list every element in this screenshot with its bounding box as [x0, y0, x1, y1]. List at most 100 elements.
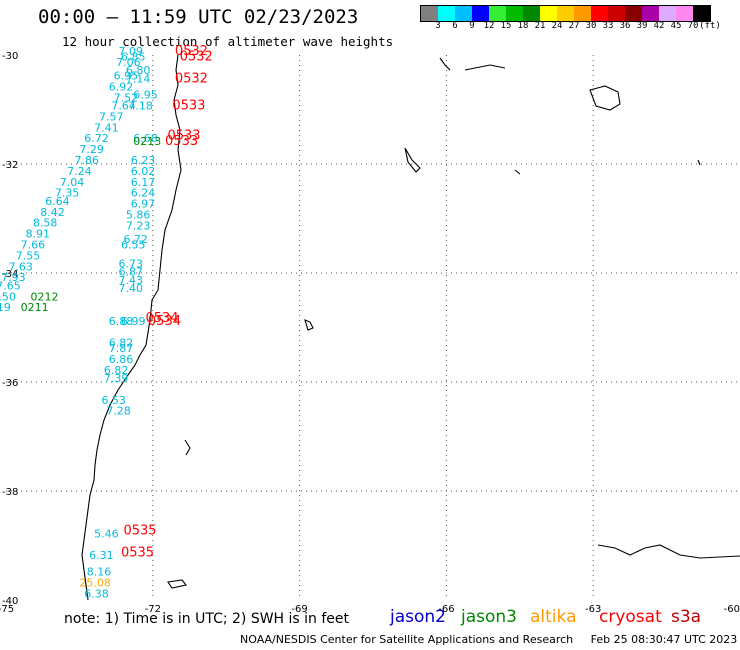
- wave-height-label: 0213: [133, 135, 161, 148]
- color-scale-label: 12: [483, 21, 495, 31]
- color-scale-label: 24: [551, 21, 563, 31]
- wave-height-label: 7.09: [119, 45, 143, 58]
- wave-height-label: 6.55: [121, 238, 146, 251]
- wave-height-label: 7.14: [126, 72, 150, 85]
- wave-height-label: 6.17: [131, 176, 156, 189]
- pass-time-label: 0535: [123, 524, 156, 539]
- color-scale-swatch: [608, 6, 625, 21]
- wave-height-label: 6.72: [84, 132, 109, 145]
- wave-height-label: 6.31: [89, 549, 114, 562]
- wave-height-label: 7.65: [0, 279, 21, 292]
- page-title: 00:00 — 11:59 UTC 02/23/2023: [38, 6, 359, 28]
- wave-height-label: 7.40: [119, 282, 143, 295]
- wave-height-label: 7.87: [109, 342, 134, 355]
- lagoon-outline: [589, 85, 621, 111]
- wave-height-label: 7.52: [114, 91, 139, 104]
- wave-height-label: 6.87: [119, 266, 143, 279]
- wave-height-label: 6.73: [119, 258, 143, 271]
- color-scale-swatch: [642, 6, 659, 21]
- color-scale-swatch: [523, 6, 540, 21]
- color-scale-swatch: [676, 6, 693, 21]
- wave-height-label: 8.91: [26, 228, 51, 241]
- legend-item-cryosat: cryosat: [599, 607, 662, 627]
- color-scale-label: 39: [636, 21, 648, 31]
- legend-item-s3a: s3a: [671, 607, 702, 627]
- color-scale-label: 15: [500, 21, 512, 31]
- wave-height-label: 25.08: [79, 576, 111, 589]
- wave-height-label: 6.80: [126, 64, 150, 77]
- footer: NOAA/NESDIS Center for Satellite Applica…: [240, 633, 737, 646]
- coastline: [81, 54, 740, 601]
- footer-credit: NOAA/NESDIS Center for Satellite Applica…: [240, 633, 574, 646]
- color-scale-swatch: [455, 6, 472, 21]
- pass-time-label: 0534: [148, 314, 181, 329]
- color-scale-label: 21: [534, 21, 546, 31]
- color-scale-swatch: [625, 6, 642, 21]
- pass-time-label: 0532: [180, 49, 213, 64]
- longitude-label: -75: [0, 604, 14, 615]
- wave-height-label: 5.86: [126, 209, 150, 222]
- wave-height-label: 6.97: [131, 198, 156, 211]
- color-scale-swatch: [591, 6, 608, 21]
- longitude-label: -66: [438, 604, 454, 615]
- pass-time-label: 0533: [165, 134, 198, 149]
- longitude-label: -60: [724, 604, 740, 615]
- argentina-coast-north: [439, 57, 506, 71]
- color-scale-swatch: [659, 6, 676, 21]
- wave-height-label: 8.16: [87, 565, 112, 578]
- pass-time-label: 0532: [175, 71, 208, 86]
- wave-height-label: 7.63: [8, 260, 33, 273]
- wave-height-label: 6.86: [109, 353, 134, 366]
- latitude-label: -34: [2, 269, 18, 280]
- latitude-label: -40: [2, 596, 18, 607]
- color-scale-label: 27: [568, 21, 580, 31]
- wave-height-label: 7.24: [67, 165, 92, 178]
- pass-time-label: 0532: [175, 44, 208, 59]
- wave-height-label: 7.04: [60, 176, 85, 189]
- bay-coast-south: [597, 544, 740, 559]
- wave-height-label: 7.55: [16, 249, 41, 262]
- latitude-label: -30: [2, 51, 18, 62]
- wave-height-label: 6.02: [131, 165, 156, 178]
- wave-height-label: 7.93: [1, 271, 26, 284]
- page-subtitle: 12 hour collection of altimeter wave hei…: [62, 34, 394, 49]
- chile-coastline: [81, 54, 182, 601]
- wave-height-label: 6.95: [114, 70, 139, 83]
- longitude-label: -63: [585, 604, 601, 615]
- legend-item-altika: altika: [530, 607, 577, 627]
- pass-time-label: 0533: [167, 128, 200, 143]
- map-note: note: 1) Time is in UTC; 2) SWH is in fe…: [64, 611, 350, 627]
- color-scale-swatch: [438, 6, 455, 21]
- color-scale-label: 45: [670, 21, 682, 31]
- island-south: [167, 579, 187, 589]
- longitude-label: -72: [145, 604, 161, 615]
- wave-height-label: 6.82: [104, 364, 129, 377]
- wave-height-label: 6.24: [131, 187, 156, 200]
- wave-height-label: 6.23: [131, 154, 156, 167]
- color-scale-label: 9: [469, 21, 475, 31]
- longitude-label: -69: [291, 604, 307, 615]
- wave-height-label: 6.53: [101, 394, 126, 407]
- wave-height-label: 6.88: [109, 315, 134, 328]
- latitude-label: -32: [2, 160, 18, 171]
- color-scale-swatch: [489, 6, 506, 21]
- wave-height-label: 6.92: [109, 80, 134, 93]
- wave-height-label: 7.64: [111, 100, 136, 113]
- wave-height-label: 7.35: [55, 187, 80, 200]
- wave-height-label: 6.38: [84, 587, 109, 600]
- color-scale-swatch: [540, 6, 557, 21]
- wave-height-label: 6.95: [133, 89, 158, 102]
- color-scale-label: 36: [619, 21, 631, 31]
- wave-height-label: 6.64: [45, 195, 70, 208]
- wave-height-label: 8.42: [40, 206, 65, 219]
- wave-height-label: 7.28: [106, 405, 130, 418]
- color-scale-label: 3: [435, 21, 441, 31]
- color-scale-swatch: [557, 6, 574, 21]
- map-gridlines: [6, 55, 740, 600]
- color-scale-labels: 3 6 9 12 15 18 21 24 27 30 33 36 39 42 45 70 (ft): [420, 21, 740, 35]
- wave-height-label: 7.29: [79, 143, 104, 156]
- small-lake: [304, 319, 314, 331]
- wave-height-label: 0211: [21, 301, 49, 314]
- axis-tick-labels: -75 -72 -69 -66 -63 -60 -30 -32 -34 -36 -38 -40: [0, 51, 740, 615]
